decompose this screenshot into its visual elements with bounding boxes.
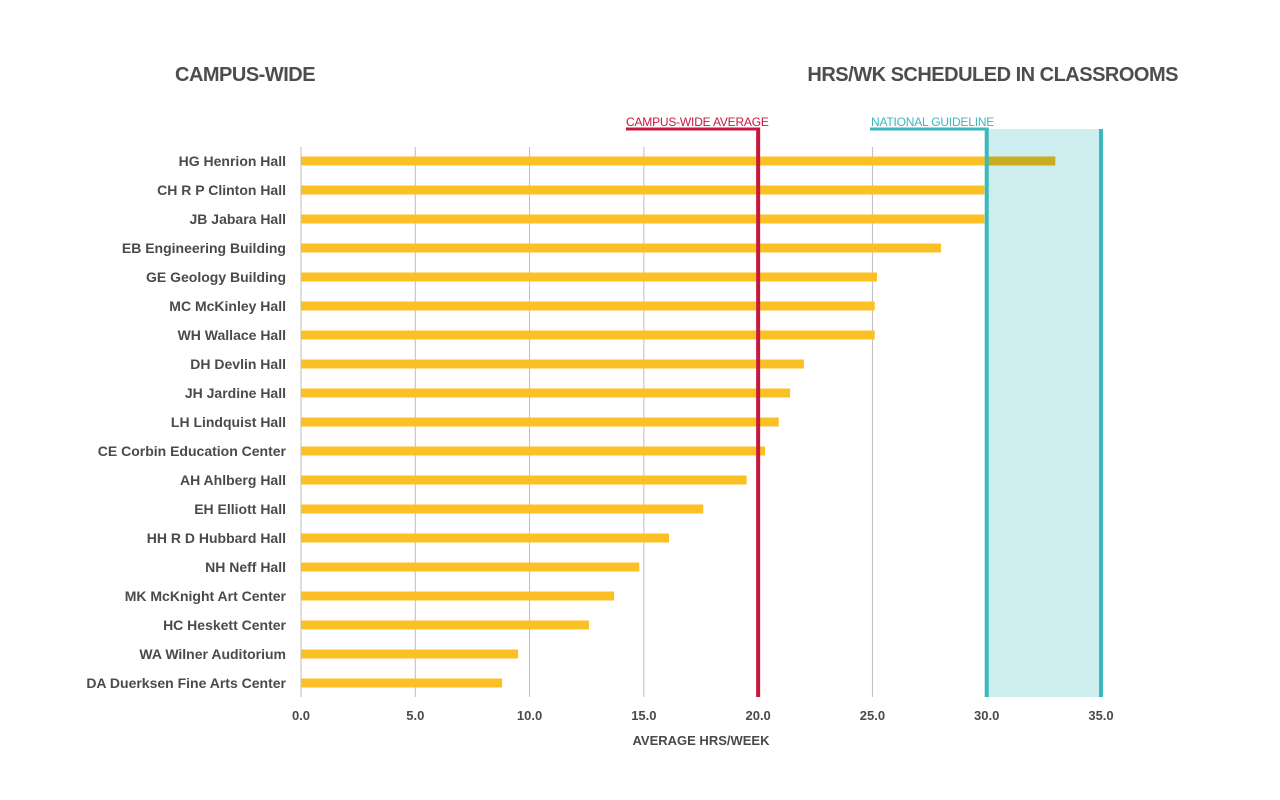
category-label: GE Geology Building (146, 269, 286, 285)
bar-over-guideline (986, 156, 1056, 166)
x-tick-label: 5.0 (406, 708, 424, 723)
category-label: WH Wallace Hall (178, 327, 286, 343)
category-label: WA Wilner Auditorium (139, 646, 286, 662)
average-label: CAMPUS-WIDE AVERAGE (626, 115, 769, 129)
guideline-label: NATIONAL GUIDELINE (871, 115, 994, 129)
chart-right-title: HRS/WK SCHEDULED IN CLASSROOMS (807, 64, 1178, 86)
category-label: JH Jardine Hall (185, 385, 286, 401)
bar (301, 649, 519, 659)
bar (301, 475, 747, 485)
bar (301, 678, 503, 688)
category-label: EB Engineering Building (122, 240, 286, 256)
x-tick-label: 15.0 (631, 708, 656, 723)
bar (301, 301, 875, 311)
bar (301, 446, 765, 456)
x-tick-label: 20.0 (745, 708, 770, 723)
category-label: MC McKinley Hall (169, 298, 286, 314)
bar (301, 533, 669, 543)
x-tick-label: 30.0 (974, 708, 999, 723)
category-label: EH Elliott Hall (194, 501, 286, 517)
bar (301, 417, 779, 427)
category-label: CE Corbin Education Center (98, 443, 287, 459)
category-label: HG Henrion Hall (179, 153, 286, 169)
bar (301, 620, 589, 630)
bar (301, 562, 640, 572)
category-label: HH R D Hubbard Hall (147, 530, 286, 546)
bar (301, 388, 791, 398)
category-label: NH Neff Hall (205, 559, 286, 575)
category-label: AH Ahlberg Hall (180, 472, 286, 488)
bar (301, 214, 985, 224)
bar (301, 156, 987, 166)
x-tick-label: 35.0 (1088, 708, 1113, 723)
category-label: JB Jabara Hall (190, 211, 287, 227)
bar (301, 243, 941, 253)
category-label: DH Devlin Hall (190, 356, 286, 372)
bar (301, 359, 804, 369)
x-tick-label: 25.0 (860, 708, 885, 723)
x-tick-label: 0.0 (292, 708, 310, 723)
guideline-band (986, 129, 1101, 697)
bar (301, 272, 877, 282)
category-label: CH R P Clinton Hall (157, 182, 286, 198)
category-label: HC Heskett Center (163, 617, 286, 633)
bar (301, 591, 615, 601)
bar (301, 330, 875, 340)
bar (301, 185, 985, 195)
x-tick-label: 10.0 (517, 708, 542, 723)
category-label: DA Duerksen Fine Arts Center (86, 675, 286, 691)
category-label: MK McKnight Art Center (125, 588, 287, 604)
bar (301, 504, 704, 514)
chart-left-title: CAMPUS-WIDE (175, 64, 316, 86)
category-label: LH Lindquist Hall (171, 414, 286, 430)
x-axis-label: AVERAGE HRS/WEEK (633, 733, 771, 748)
